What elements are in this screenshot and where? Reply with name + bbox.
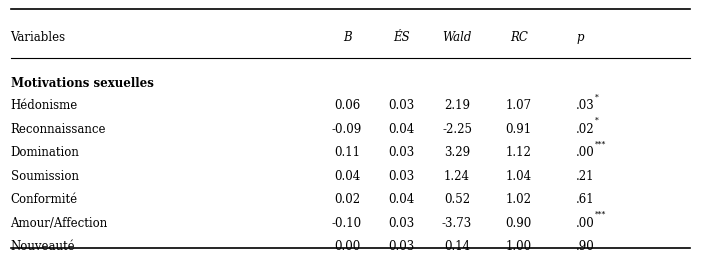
Text: 0.03: 0.03 [388, 170, 415, 183]
Text: .21: .21 [576, 170, 594, 183]
Text: 1.02: 1.02 [505, 193, 532, 206]
Text: 0.03: 0.03 [388, 217, 415, 230]
Text: 1.12: 1.12 [506, 146, 531, 159]
Text: 0.04: 0.04 [334, 170, 360, 183]
Text: 0.14: 0.14 [444, 240, 470, 253]
Text: .03: .03 [576, 99, 595, 112]
Text: 1.07: 1.07 [505, 99, 532, 112]
Text: 0.00: 0.00 [334, 240, 360, 253]
Text: .00: .00 [576, 146, 595, 159]
Text: ÉS: ÉS [393, 31, 410, 44]
Text: 1.00: 1.00 [505, 240, 532, 253]
Text: Reconnaissance: Reconnaissance [11, 123, 106, 135]
Text: Nouveauté: Nouveauté [11, 240, 75, 253]
Text: 0.91: 0.91 [505, 123, 532, 135]
Text: 0.06: 0.06 [334, 99, 360, 112]
Text: 0.03: 0.03 [388, 99, 415, 112]
Text: -0.09: -0.09 [332, 123, 362, 135]
Text: 0.04: 0.04 [388, 123, 415, 135]
Text: ***: *** [594, 211, 606, 219]
Text: 0.11: 0.11 [334, 146, 360, 159]
Text: B: B [343, 31, 351, 44]
Text: .00: .00 [576, 217, 595, 230]
Text: Hédonisme: Hédonisme [11, 99, 78, 112]
Text: *: * [594, 117, 599, 125]
Text: 0.52: 0.52 [444, 193, 470, 206]
Text: Domination: Domination [11, 146, 79, 159]
Text: 0.02: 0.02 [334, 193, 360, 206]
Text: .02: .02 [576, 123, 595, 135]
Text: .61: .61 [576, 193, 595, 206]
Text: 1.24: 1.24 [444, 170, 470, 183]
Text: Conformité: Conformité [11, 193, 78, 206]
Text: RC: RC [510, 31, 528, 44]
Text: Wald: Wald [442, 31, 472, 44]
Text: -0.10: -0.10 [332, 217, 362, 230]
Text: 0.03: 0.03 [388, 240, 415, 253]
Text: 1.04: 1.04 [505, 170, 532, 183]
Text: 0.03: 0.03 [388, 146, 415, 159]
Text: 0.04: 0.04 [388, 193, 415, 206]
Text: Variables: Variables [11, 31, 66, 44]
Text: 3.29: 3.29 [444, 146, 470, 159]
Text: -2.25: -2.25 [442, 123, 472, 135]
Text: *: * [594, 93, 599, 101]
Text: .90: .90 [576, 240, 595, 253]
Text: 2.19: 2.19 [444, 99, 470, 112]
Text: ***: *** [594, 140, 606, 148]
Text: -3.73: -3.73 [442, 217, 472, 230]
Text: Motivations sexuelles: Motivations sexuelles [11, 77, 154, 90]
Text: p: p [576, 31, 584, 44]
Text: Amour/Affection: Amour/Affection [11, 217, 108, 230]
Text: Soumission: Soumission [11, 170, 79, 183]
Text: 0.90: 0.90 [505, 217, 532, 230]
